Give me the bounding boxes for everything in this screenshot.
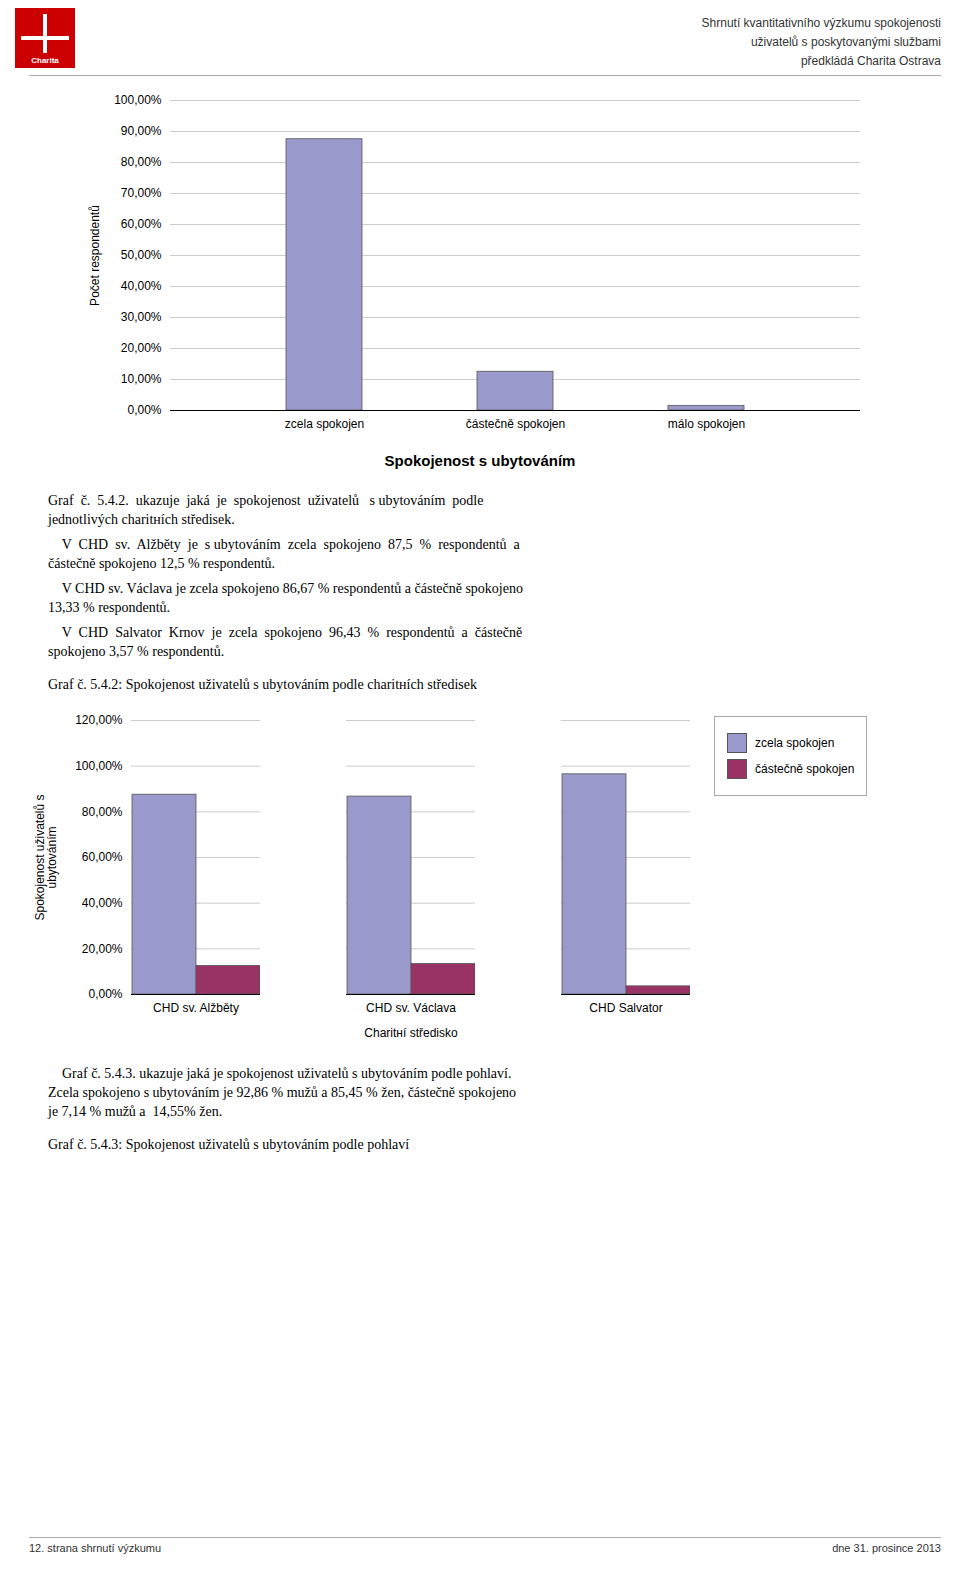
svg-text:70,00%: 70,00% [121, 186, 162, 200]
svg-text:40,00%: 40,00% [121, 279, 162, 293]
html-text:12. strana shrnutí výzkumu: 12. strana shrnutí výzkumu [29, 1542, 162, 1554]
svg-text:10,00%: 10,00% [121, 372, 162, 386]
html-text:Graf č. 5.4.2. ukazuje jaká je: Graf č. 5.4.2. ukazuje jaká je spokojeno… [48, 493, 484, 508]
html-text:jednotlivých charitнích středi: jednotlivých charitнích středisek. [48, 512, 235, 527]
html-text:je 7,14 % mužů a 14,55% žen.: je 7,14 % mužů a 14,55% žen. [48, 1104, 223, 1119]
html-text:Shrnutí kvantitativního výzkum: Shrnutí kvantitativního výzkumu spokojen… [701, 16, 941, 30]
html-text:předkládá Charita Ostrava: předkládá Charita Ostrava [800, 54, 941, 68]
svg-text:60,00%: 60,00% [82, 850, 123, 864]
html-text:Graf č. 5.4.3. ukazuje jaká je: Graf č. 5.4.3. ukazuje jaká je spokojeno… [48, 1066, 512, 1081]
svg-text:CHD sv. Alžběty: CHD sv. Alžběty [153, 1001, 239, 1015]
svg-text:80,00%: 80,00% [121, 155, 162, 169]
html-text:Spokojenost s ubytováním: Spokojenost s ubytováním [384, 452, 576, 469]
html-text:V CHD sv. Václava je zcela spo: V CHD sv. Václava je zcela spokojeno 86,… [48, 581, 523, 596]
svg-text:60,00%: 60,00% [121, 217, 162, 231]
svg-text:CHD Salvator: CHD Salvator [589, 1001, 662, 1015]
html-text:uživatelů s poskytovanými služ: uživatelů s poskytovanými službami [750, 35, 941, 49]
svg-text:málo spokojen: málo spokojen [668, 417, 745, 431]
svg-text:120,00%: 120,00% [75, 713, 123, 727]
html-text:částečně spokojeno 12,5 % resp: částečně spokojeno 12,5 % respondentů. [48, 556, 276, 571]
svg-text:Počet respondentů: Počet respondentů [88, 205, 102, 306]
svg-text:20,00%: 20,00% [121, 341, 162, 355]
svg-text:100,00%: 100,00% [75, 759, 123, 773]
html-text:Zcela spokojeno s ubytováním j: Zcela spokojeno s ubytováním je 92,86 % … [48, 1085, 517, 1100]
svg-text:40,00%: 40,00% [82, 896, 123, 910]
html-text:dne 31. prosince 2013: dne 31. prosince 2013 [832, 1542, 941, 1554]
svg-text:50,00%: 50,00% [121, 248, 162, 262]
html-text:13,33 % respondentů.: 13,33 % respondentů. [48, 600, 171, 615]
html-text:Graf č. 5.4.3: Spokojenost uži: Graf č. 5.4.3: Spokojenost uživatelů s u… [48, 1137, 410, 1152]
svg-text:částečně spokojen: částečně spokojen [466, 417, 565, 431]
html-text:Graf č. 5.4.2: Spokojenost uži: Graf č. 5.4.2: Spokojenost uživatelů s u… [48, 677, 477, 692]
html-text:spokojeno 3,57 % respondentů.: spokojeno 3,57 % respondentů. [48, 644, 225, 659]
svg-text:zcela spokojen: zcela spokojen [285, 417, 364, 431]
svg-text:0,00%: 0,00% [88, 987, 122, 1001]
svg-text:80,00%: 80,00% [82, 805, 123, 819]
svg-text:100,00%: 100,00% [114, 93, 162, 107]
svg-text:CHD sv. Václava: CHD sv. Václava [366, 1001, 456, 1015]
html-text:zcela spokojen: zcela spokojen [755, 736, 835, 750]
html-text:V CHD Salvator Krnov je zcela: V CHD Salvator Krnov je zcela spokojeno … [48, 625, 523, 640]
html-text:V CHD sv. Alžběty je s ubytová: V CHD sv. Alžběty je s ubytováním zcela … [48, 537, 520, 552]
svg-text:90,00%: 90,00% [121, 124, 162, 138]
svg-text:Charitнí středisko: Charitнí středisko [364, 1026, 458, 1040]
html-text:Charita: Charita [31, 56, 59, 65]
svg-text:0,00%: 0,00% [127, 403, 161, 417]
html-text:částečně spokojen: částečně spokojen [755, 762, 855, 776]
svg-text:20,00%: 20,00% [82, 942, 123, 956]
svg-text:30,00%: 30,00% [121, 310, 162, 324]
svg-text:Spokojenost uživatelů subytová: Spokojenost uživatelů subytováním [33, 794, 59, 920]
